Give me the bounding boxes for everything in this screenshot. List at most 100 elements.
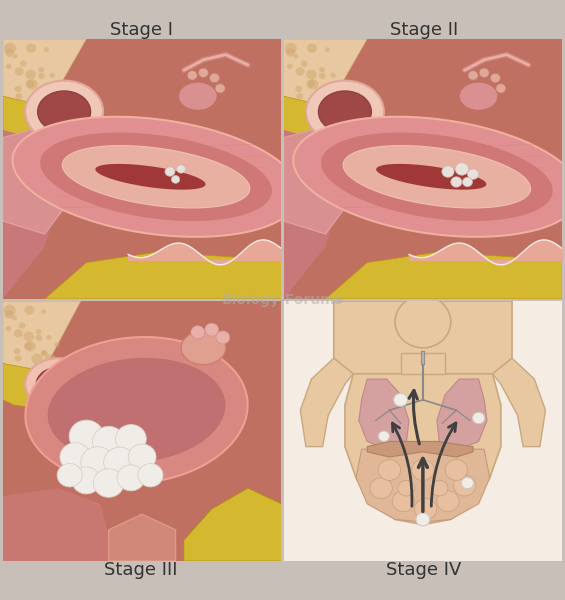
Circle shape [116,425,146,453]
Circle shape [34,92,45,103]
Circle shape [50,73,55,78]
Circle shape [103,447,136,477]
Circle shape [24,332,34,341]
Circle shape [14,329,23,338]
Polygon shape [401,353,445,374]
Circle shape [48,92,60,103]
Circle shape [31,353,43,364]
Circle shape [462,177,472,187]
Circle shape [295,86,302,92]
Circle shape [41,350,48,356]
Circle shape [44,88,49,93]
Polygon shape [184,488,281,561]
Circle shape [451,177,462,187]
Circle shape [210,73,220,83]
Circle shape [4,43,16,54]
Polygon shape [367,442,473,457]
Polygon shape [284,130,353,234]
Circle shape [14,348,20,354]
Circle shape [191,326,205,339]
Circle shape [20,60,27,67]
Polygon shape [3,39,281,299]
Circle shape [307,43,317,53]
Circle shape [416,513,430,526]
Circle shape [57,464,82,487]
Circle shape [293,53,298,58]
Circle shape [41,310,46,314]
Polygon shape [293,117,565,237]
Circle shape [285,43,297,54]
Polygon shape [284,96,345,143]
Circle shape [445,460,467,481]
Circle shape [331,73,336,78]
Circle shape [286,49,295,57]
Polygon shape [3,130,72,234]
Circle shape [462,477,473,489]
Polygon shape [62,146,250,208]
Circle shape [177,165,185,173]
Circle shape [467,169,479,179]
Circle shape [490,73,501,83]
Circle shape [496,84,506,93]
Circle shape [44,47,49,52]
Circle shape [93,469,124,497]
Circle shape [69,420,103,452]
Circle shape [54,342,59,347]
Polygon shape [284,39,367,109]
Circle shape [24,342,33,350]
Polygon shape [345,374,501,524]
Circle shape [472,412,485,424]
Circle shape [329,92,341,103]
Circle shape [412,460,434,481]
Circle shape [205,323,219,336]
Polygon shape [108,514,176,561]
Circle shape [216,331,230,344]
Circle shape [455,163,468,175]
Ellipse shape [25,80,103,143]
Circle shape [45,354,56,365]
Text: Stage II: Stage II [390,21,458,39]
Text: Biology-Forums: Biology-Forums [221,293,344,307]
Circle shape [6,64,12,69]
Polygon shape [284,301,562,561]
Circle shape [5,49,14,57]
Circle shape [319,67,325,73]
Circle shape [306,70,317,79]
Circle shape [339,80,344,85]
Polygon shape [3,39,86,109]
Ellipse shape [38,91,90,133]
Polygon shape [3,488,108,561]
Circle shape [36,329,42,334]
Ellipse shape [306,80,384,143]
Polygon shape [45,252,281,299]
Circle shape [44,88,51,94]
Polygon shape [47,358,225,463]
Text: Stage IV: Stage IV [386,561,462,579]
Circle shape [38,67,44,73]
Circle shape [27,79,38,89]
Circle shape [15,93,23,100]
Polygon shape [284,39,562,299]
Circle shape [198,68,208,77]
Circle shape [93,427,125,457]
Circle shape [307,79,319,89]
Circle shape [60,443,90,472]
Circle shape [468,71,478,80]
Polygon shape [356,449,490,522]
Polygon shape [284,130,345,299]
Polygon shape [3,130,64,299]
Circle shape [38,73,45,79]
Circle shape [301,60,307,67]
Polygon shape [25,337,247,484]
Polygon shape [359,379,409,449]
Circle shape [379,431,389,442]
Circle shape [171,175,180,183]
Circle shape [81,446,114,478]
Polygon shape [301,358,353,446]
Ellipse shape [179,82,218,110]
Polygon shape [3,301,81,371]
Circle shape [24,305,34,315]
Circle shape [442,166,454,177]
Circle shape [324,88,330,93]
Polygon shape [3,96,64,143]
